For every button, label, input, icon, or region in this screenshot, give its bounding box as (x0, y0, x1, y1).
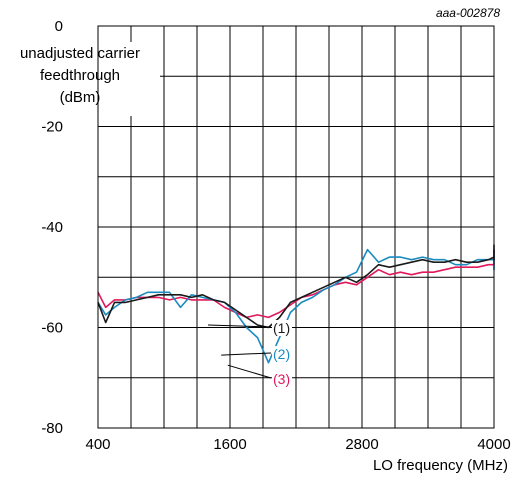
y-axis-label-background (4, 42, 160, 116)
y-tick-labels: 0 -20 -40 -60 -80 (41, 18, 63, 437)
callout-label-background-3 (272, 371, 292, 387)
x-axis-label: LO frequency (MHz) (373, 457, 508, 474)
x-tick-label: 4000 (477, 436, 510, 453)
x-tick-label: 2800 (345, 436, 378, 453)
y-tick-label: 0 (55, 18, 63, 35)
grid-lines (98, 26, 494, 428)
plot-frame (97, 25, 495, 429)
y-axis-label-line-3: (dBm) (60, 89, 101, 106)
series-line-2 (97, 248, 495, 364)
callout-leader-1 (207, 324, 272, 328)
y-axis-label-line-1: unadjusted carrier (20, 45, 140, 62)
series-callouts: (1) (2) (3) (207, 320, 292, 387)
series-label-2: (2) (273, 346, 290, 362)
x-tick-label: 400 (85, 436, 110, 453)
y-tick-label: -40 (41, 219, 63, 236)
y-tick-label: -60 (41, 320, 63, 337)
y-tick-label: -20 (41, 119, 63, 136)
y-axis-label-line-2: feedthrough (40, 67, 120, 84)
callout-label-background-2 (272, 346, 292, 362)
series-label-3: (3) (273, 371, 290, 387)
y-tick-label: -80 (41, 420, 63, 437)
callout-label-background-1 (272, 320, 292, 336)
callout-leader-3 (227, 364, 272, 379)
series-label-1: (1) (273, 320, 290, 336)
x-tick-label: 1600 (213, 436, 246, 453)
callout-leader-2 (221, 352, 272, 356)
x-tick-labels: 400 1600 2800 4000 (85, 436, 510, 453)
figure-id: aaa-002878 (436, 6, 500, 20)
